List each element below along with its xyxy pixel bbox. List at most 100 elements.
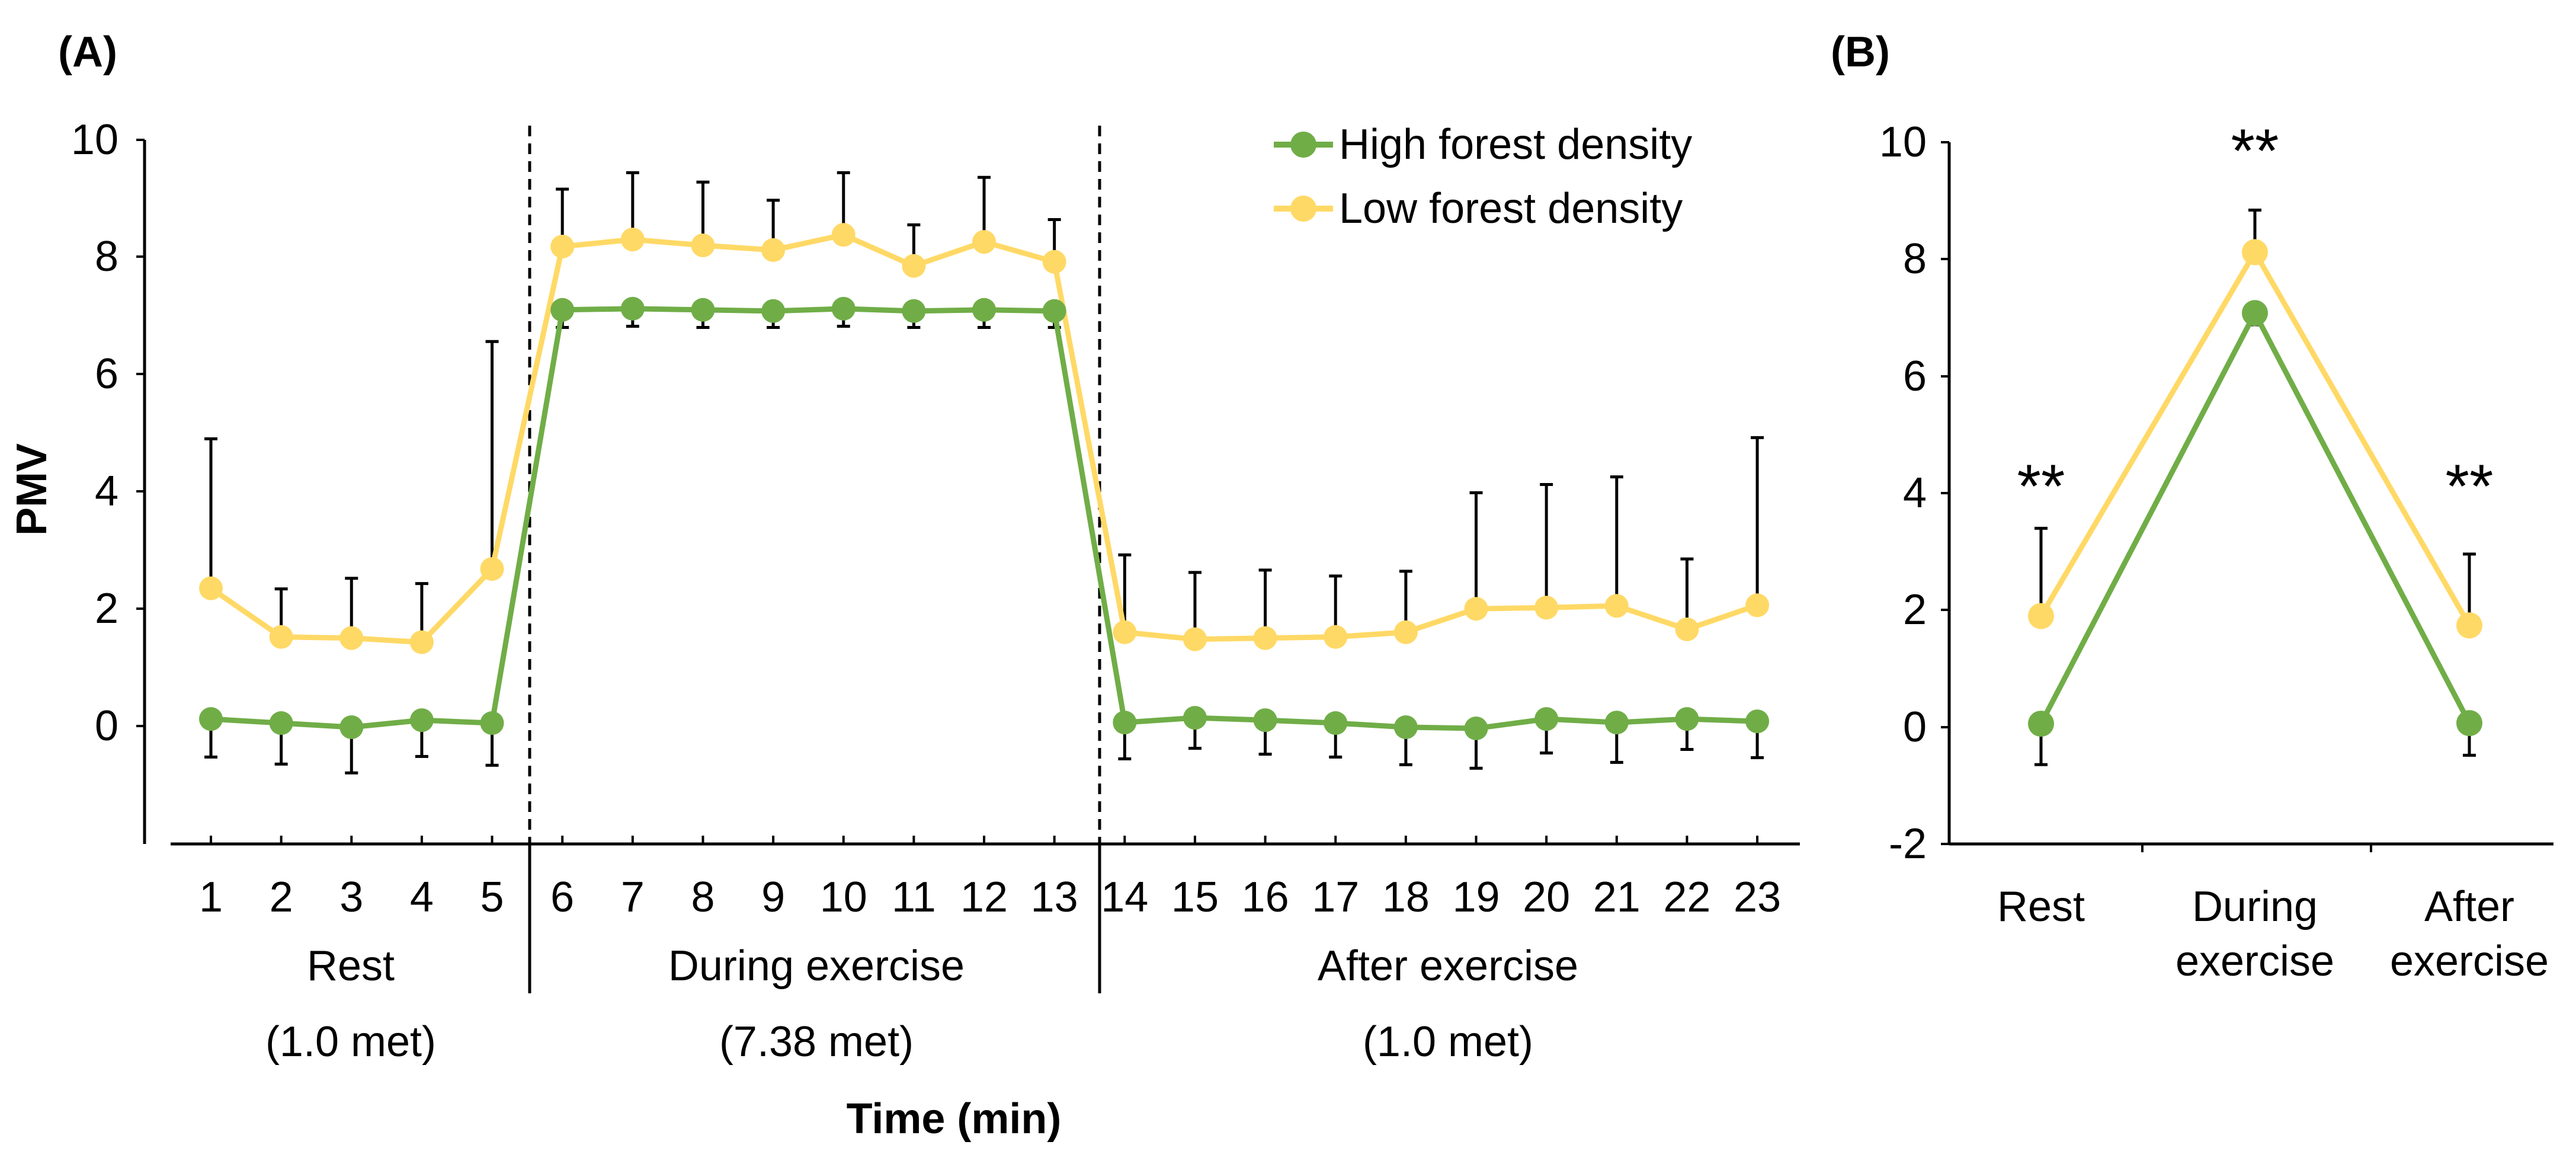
- y-tick-label: 4: [95, 468, 118, 515]
- x-category-label-rest: Rest: [1997, 883, 2085, 930]
- data-point-low: [480, 557, 504, 581]
- data-point-low: [1113, 620, 1137, 644]
- data-point-low: [409, 630, 434, 654]
- data-point-high: [761, 299, 786, 323]
- data-point-low: [831, 223, 856, 247]
- x-tick-label: 11: [892, 874, 936, 921]
- x-category-label-during: exercise: [2175, 938, 2334, 985]
- data-point-high: [1113, 711, 1137, 735]
- y-tick-label: 4: [1903, 469, 1927, 517]
- y-tick-label: 10: [1879, 119, 1927, 166]
- data-point-low: [1464, 597, 1488, 621]
- x-tick-label: 21: [1593, 874, 1641, 921]
- data-point-high: [2028, 711, 2054, 737]
- data-point-high: [1745, 709, 1770, 734]
- data-point-low: [1534, 596, 1559, 620]
- y-tick-label: 6: [1903, 353, 1927, 400]
- panel-a-label: (A): [58, 28, 117, 76]
- data-point-low: [1324, 625, 1348, 649]
- panel-a-x-axis-label: Time (min): [847, 1095, 1062, 1143]
- y-tick-label: 2: [95, 585, 118, 632]
- data-point-high: [480, 711, 504, 736]
- data-point-low: [1183, 627, 1207, 651]
- error-bars-low: [2034, 208, 2476, 626]
- data-point-high: [1604, 711, 1629, 735]
- x-tick-label: 4: [410, 874, 434, 921]
- data-point-high: [972, 298, 997, 322]
- panel-a-y-axis-label: PMV: [8, 443, 56, 536]
- series-line-low: [209, 232, 1758, 645]
- y-tick-label: 6: [95, 350, 118, 398]
- data-point-low: [1604, 594, 1629, 618]
- x-tick-label: 9: [761, 874, 785, 921]
- data-point-low: [2242, 239, 2268, 266]
- panel-b: (B) -2 0 2 4 6 8 10 Rest During exercise…: [1831, 28, 2553, 985]
- data-point-high: [339, 715, 364, 739]
- phase-label-during-exercise: During exercise: [668, 942, 965, 990]
- data-point-high: [1253, 708, 1277, 733]
- data-point-high: [902, 299, 926, 323]
- x-tick-label: 5: [480, 874, 504, 921]
- data-point-high: [269, 711, 293, 736]
- panel-b-label: (B): [1831, 28, 1890, 76]
- panel-a-y-ticks: 0 2 4 6 8 10: [71, 116, 145, 750]
- error-bars-low: [204, 171, 1764, 642]
- data-point-high: [620, 296, 645, 321]
- y-tick-label: 10: [71, 116, 118, 164]
- x-tick-label: 17: [1312, 874, 1359, 921]
- x-tick-label: 3: [339, 874, 363, 921]
- data-point-low: [339, 626, 364, 650]
- data-point-high: [1324, 711, 1348, 736]
- significance-after: **: [2446, 452, 2494, 521]
- phase-label-after-exercise: After exercise: [1318, 942, 1578, 990]
- significance-rest: **: [2017, 452, 2065, 521]
- panel-b-y-ticks: -2 0 2 4 6 8 10: [1879, 119, 1949, 868]
- legend-label-low: Low forest density: [1339, 185, 1683, 232]
- y-tick-label: 2: [1903, 586, 1927, 634]
- x-category-label-after: After: [2424, 883, 2514, 930]
- x-tick-label: 18: [1382, 874, 1430, 921]
- x-tick-label: 2: [270, 874, 293, 921]
- x-tick-label: 14: [1101, 874, 1148, 921]
- x-tick-label: 22: [1663, 874, 1710, 921]
- data-point-high: [409, 708, 434, 733]
- x-tick-label: 1: [199, 874, 223, 921]
- legend: High forest density Low forest density: [1274, 121, 1692, 232]
- data-point-low: [1393, 620, 1418, 644]
- data-point-high: [550, 298, 575, 322]
- panel-a-phase-dividers: [528, 126, 1101, 993]
- significance-during: **: [2231, 117, 2279, 186]
- error-bars-high: [2034, 313, 2476, 766]
- legend-marker-high: [1290, 132, 1316, 158]
- panel-a-phase-labels: Rest (1.0 met) During exercise (7.38 met…: [265, 942, 1578, 1066]
- y-tick-label: 0: [95, 702, 118, 750]
- data-point-high: [2242, 300, 2268, 327]
- data-point-low: [902, 254, 926, 278]
- data-point-low: [761, 238, 786, 262]
- data-point-high: [1675, 707, 1699, 731]
- x-tick-label: 15: [1171, 874, 1219, 921]
- data-point-high: [1042, 299, 1066, 323]
- y-tick-label: 8: [95, 233, 118, 280]
- x-tick-label: 13: [1031, 874, 1078, 921]
- y-tick-label: 8: [1903, 235, 1927, 283]
- series-line-high: [210, 306, 1758, 731]
- data-point-high: [1393, 715, 1418, 739]
- x-tick-label: 23: [1734, 874, 1781, 921]
- x-tick-label: 12: [960, 874, 1008, 921]
- panel-b-plot-area: [2028, 208, 2482, 766]
- x-tick-label: 10: [820, 874, 867, 921]
- x-tick-label: 16: [1242, 874, 1289, 921]
- x-tick-label: 20: [1523, 874, 1570, 921]
- data-point-low: [1675, 617, 1699, 641]
- data-point-low: [199, 576, 223, 600]
- data-point-low: [1042, 250, 1066, 274]
- x-category-label-during: During: [2192, 883, 2318, 930]
- data-point-low: [1253, 626, 1277, 650]
- panel-a-plot-area: [199, 171, 1770, 775]
- phase-met-after-exercise: (1.0 met): [1363, 1018, 1533, 1066]
- y-tick-label: -2: [1889, 820, 1927, 868]
- phase-met-rest: (1.0 met): [265, 1018, 436, 1066]
